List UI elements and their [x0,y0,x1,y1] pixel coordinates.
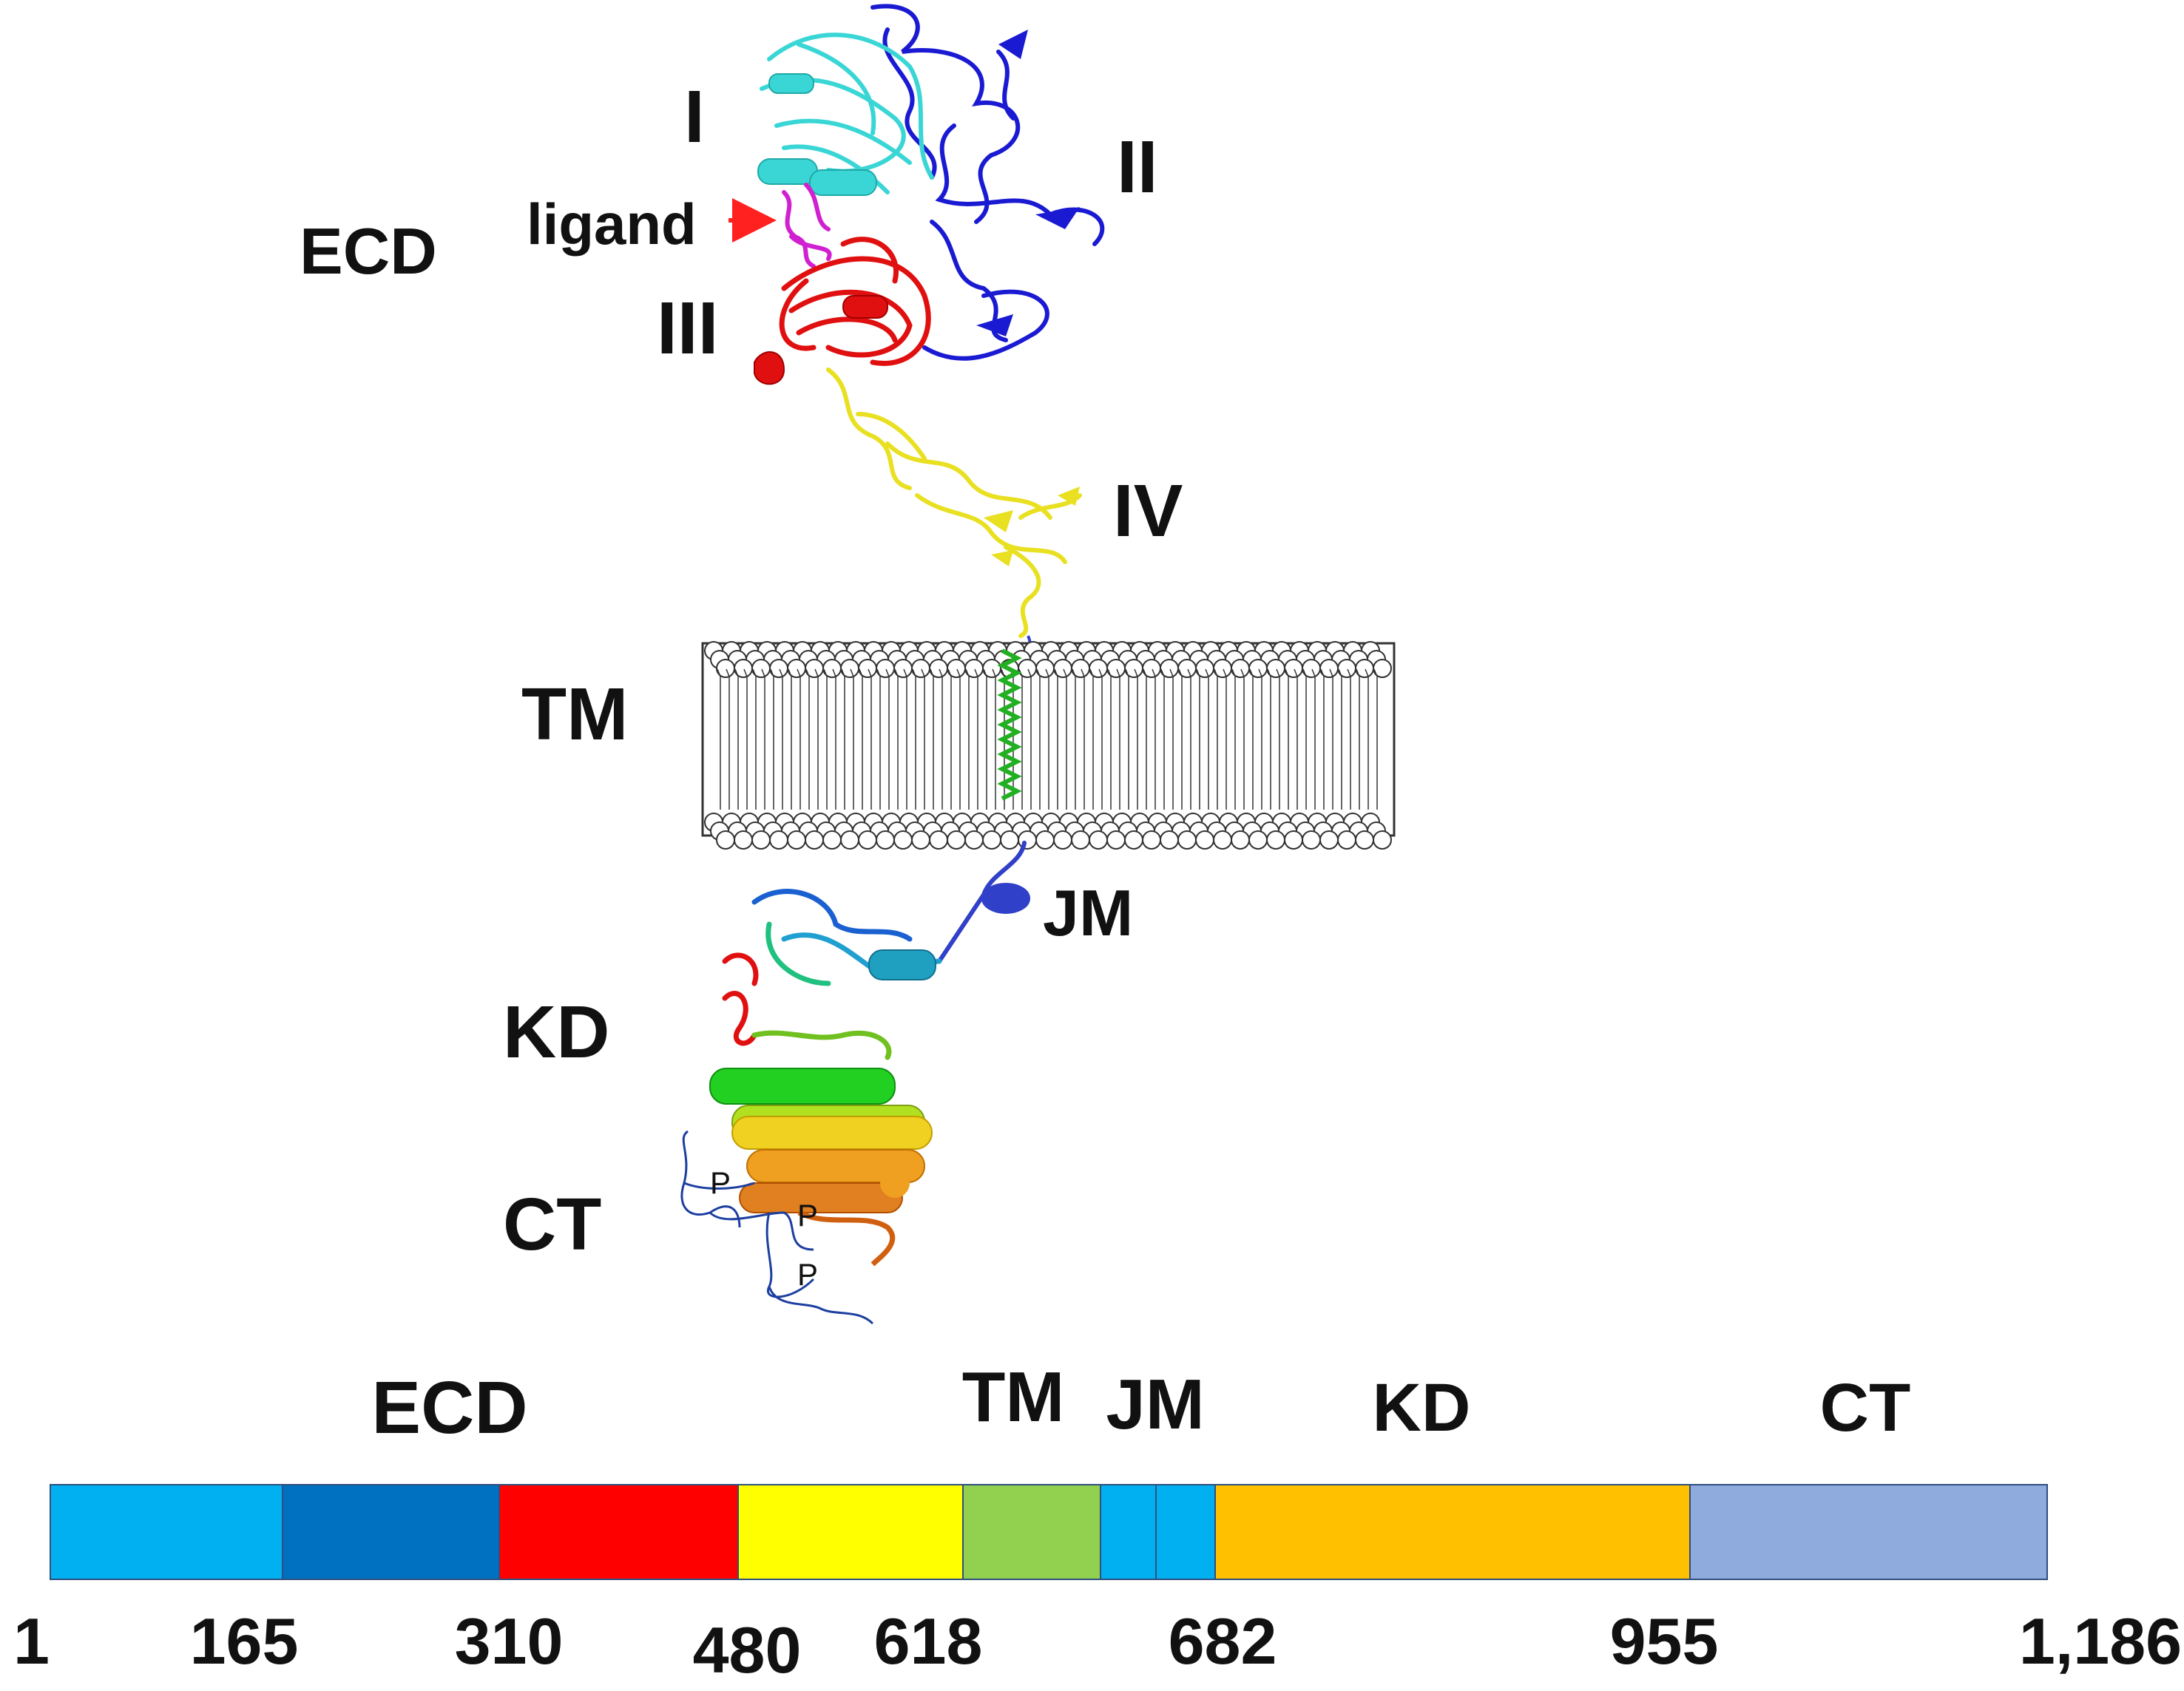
bar-segment-ecd-domain-i [50,1484,283,1580]
bar-segment-ecd-domain-iv [737,1484,964,1580]
bar-tick-label: 618 [874,1604,983,1678]
bar-tick-label: 1,186 [2019,1604,2182,1678]
bar-header-jm: JM [1106,1365,1204,1444]
bar-segment-ecd-domain-ii [282,1484,500,1580]
label-tm-structure: TM [521,673,628,756]
domain-iii-ribbon [779,237,931,366]
bar-header-tm: TM [962,1358,1065,1437]
bar-tick-label: 165 [190,1604,299,1678]
label-kd-structure: KD [503,991,609,1074]
lipid-bilayer [701,641,1396,850]
ligand-molecule [782,183,832,268]
domain-i-helices [757,73,877,196]
bar-tick-label: 480 [693,1613,802,1687]
domain-bar-headers: ECD TM JM KD CT [371,1358,1910,1449]
bar-segment-ecd-domain-iii [498,1484,739,1580]
label-jm-structure: JM [1043,876,1133,949]
domain-bar [50,1484,2048,1580]
domain-bar-ticks: 1 165 310 480 618 682 955 1,186 [13,1604,2182,1687]
ct-tail [680,1130,874,1325]
bar-tick-label: 310 [455,1604,564,1678]
bar-segment-kd [1214,1484,1691,1580]
domain-iv-strands [984,487,1080,566]
protein-structure: P P P [680,4,1396,1325]
phospho-site-2: P [797,1198,818,1233]
domain-iv-ribbon [826,367,1082,638]
bar-segment-jm [1100,1484,1157,1580]
tm-helix [997,648,1022,801]
label-ct-structure: CT [503,1183,601,1266]
label-ecd-structure: ECD [300,214,437,288]
jm-region [937,841,1030,963]
phospho-site-1: P [710,1165,731,1200]
bar-segment-tm [962,1484,1101,1580]
bar-header-ct: CT [1820,1370,1911,1446]
domain-ii-ribbon [870,4,1105,361]
label-domain-iv: IV [1113,470,1183,552]
bar-segment-jm-b [1155,1484,1216,1580]
domain-ii-strands [976,30,1080,336]
bar-tick-label: 1 [13,1604,50,1678]
kinase-helices [709,949,936,1267]
structure-labels: I II ECD ligand III IV TM JM KD CT [300,75,1183,1266]
bar-tick-label: 955 [1610,1604,1719,1678]
label-domain-ii: II [1117,126,1158,209]
domain-iii-helix [754,295,888,385]
phospho-site-3: P [797,1257,818,1292]
bar-header-kd: KD [1373,1370,1471,1446]
label-domain-i: I [684,75,705,158]
bar-segment-ct [1689,1484,2048,1580]
bar-tick-label: 682 [1169,1604,1277,1678]
label-ligand: ligand [527,192,697,257]
bar-header-ecd: ECD [371,1366,527,1449]
label-domain-iii: III [657,287,718,370]
